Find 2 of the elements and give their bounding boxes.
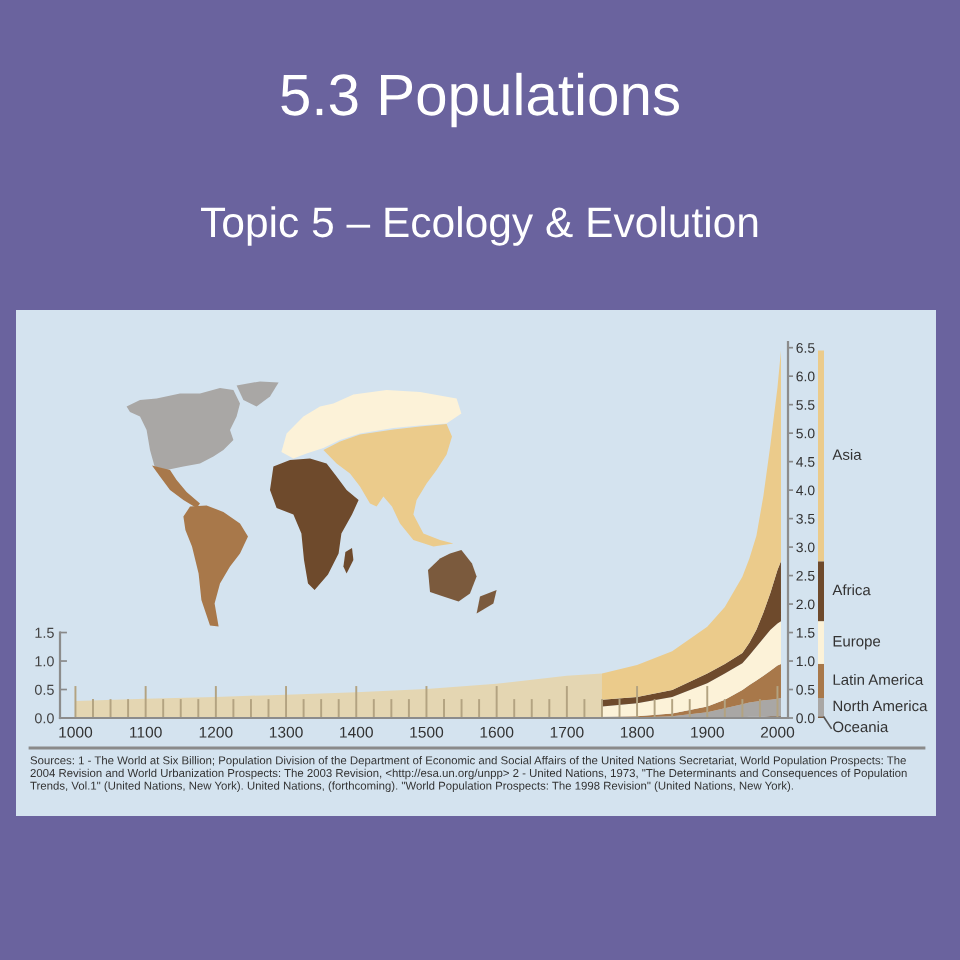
chart-subtitle: Topic 5 – Ecology & Evolution	[201, 206, 758, 246]
chart-title: 5.3 Populations	[281, 72, 679, 128]
